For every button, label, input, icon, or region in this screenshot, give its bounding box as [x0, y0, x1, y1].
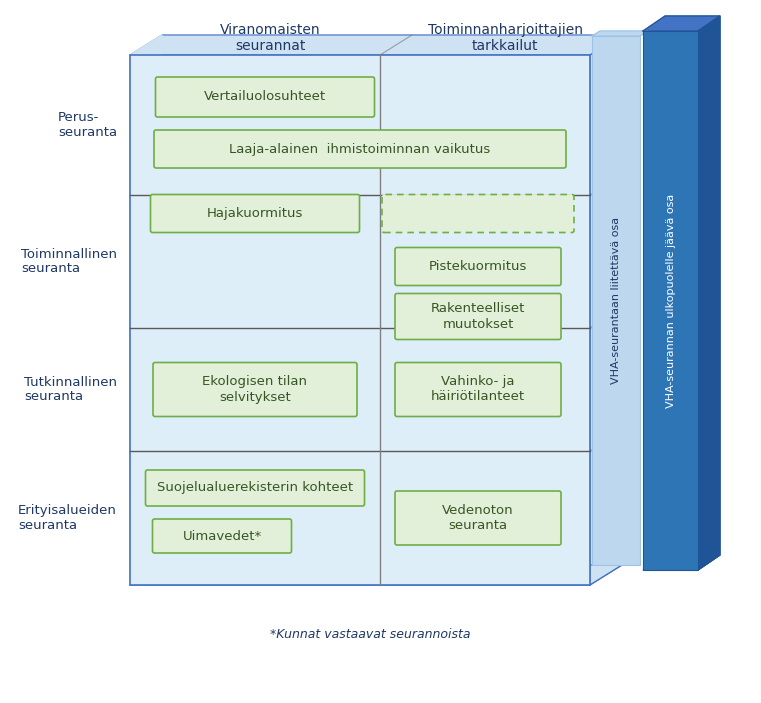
FancyBboxPatch shape	[145, 470, 365, 506]
FancyBboxPatch shape	[153, 363, 357, 416]
Text: Ekologisen tilan
selvitykset: Ekologisen tilan selvitykset	[202, 375, 307, 404]
FancyBboxPatch shape	[395, 491, 561, 545]
Polygon shape	[698, 16, 720, 570]
Text: Toiminnallinen
seuranta: Toiminnallinen seuranta	[21, 247, 117, 276]
Text: Pistekuormitus: Pistekuormitus	[428, 260, 527, 273]
FancyBboxPatch shape	[395, 293, 561, 340]
FancyBboxPatch shape	[130, 55, 590, 585]
Polygon shape	[130, 565, 622, 585]
Text: Laaja-alainen  ihmistoiminnan vaikutus: Laaja-alainen ihmistoiminnan vaikutus	[229, 143, 491, 155]
Text: Perus-
seuranta: Perus- seuranta	[58, 111, 117, 139]
FancyBboxPatch shape	[643, 31, 698, 570]
Text: Tutkinnallinen
seuranta: Tutkinnallinen seuranta	[24, 375, 117, 404]
Polygon shape	[130, 35, 622, 55]
FancyBboxPatch shape	[395, 363, 561, 416]
Text: VHA-seurannan ulkopuolelle jäävä osa: VHA-seurannan ulkopuolelle jäävä osa	[666, 193, 676, 408]
FancyBboxPatch shape	[592, 36, 640, 565]
Text: Vahinko- ja
häiriötilanteet: Vahinko- ja häiriötilanteet	[431, 375, 525, 404]
FancyBboxPatch shape	[395, 247, 561, 285]
Text: Vedenoton
seuranta: Vedenoton seuranta	[442, 504, 514, 532]
Text: Vertailuolosuhteet: Vertailuolosuhteet	[204, 91, 326, 103]
Text: Erityisalueiden
seuranta: Erityisalueiden seuranta	[18, 504, 117, 532]
Polygon shape	[130, 35, 162, 585]
FancyBboxPatch shape	[154, 130, 566, 168]
Text: Viranomaisten
seurannat: Viranomaisten seurannat	[220, 23, 320, 53]
Polygon shape	[643, 555, 720, 570]
Text: *Kunnat vastaavat seurannoista: *Kunnat vastaavat seurannoista	[269, 628, 470, 642]
Text: Rakenteelliset
muutokset: Rakenteelliset muutokset	[431, 302, 525, 330]
FancyBboxPatch shape	[382, 195, 574, 233]
Text: Toiminnanharjoittajien
tarkkailut: Toiminnanharjoittajien tarkkailut	[428, 23, 582, 53]
Text: Suojelualuerekisterin kohteet: Suojelualuerekisterin kohteet	[157, 482, 353, 494]
FancyBboxPatch shape	[155, 77, 374, 117]
Text: Uimavedet*: Uimavedet*	[183, 529, 262, 543]
Text: Hajakuormitus: Hajakuormitus	[207, 207, 303, 220]
Polygon shape	[592, 31, 648, 36]
FancyBboxPatch shape	[152, 519, 291, 553]
Polygon shape	[590, 35, 622, 585]
Text: VHA-seurantaan liitettävä osa: VHA-seurantaan liitettävä osa	[611, 217, 621, 384]
FancyBboxPatch shape	[151, 195, 359, 233]
Polygon shape	[643, 16, 720, 31]
